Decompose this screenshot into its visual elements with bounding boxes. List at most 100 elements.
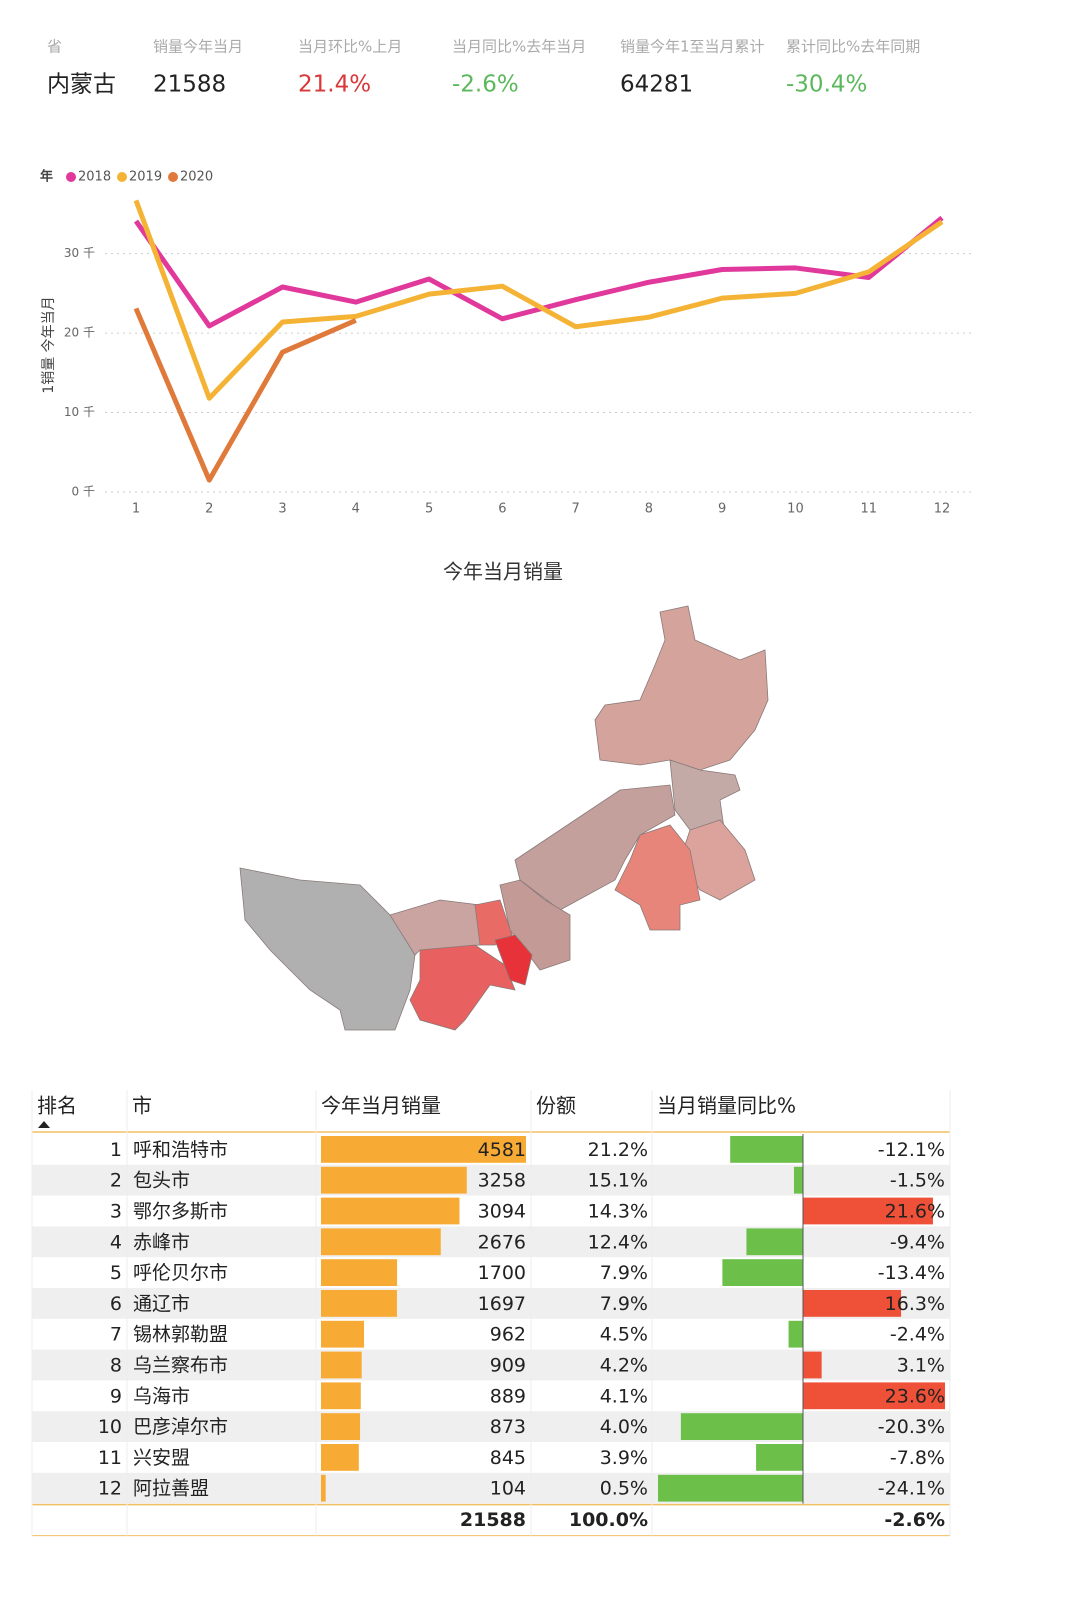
kpi-value: 21588 — [153, 72, 226, 98]
series-line — [133, 307, 357, 483]
legend-swatch — [117, 172, 127, 182]
yoy: -9.4% — [890, 1231, 945, 1253]
city: 兴安盟 — [133, 1447, 190, 1469]
series-line — [133, 215, 944, 329]
yoy-bar — [803, 1197, 933, 1225]
legend-label: 2019 — [129, 170, 162, 185]
share: 7.9% — [600, 1293, 648, 1315]
yoy-bar — [756, 1444, 803, 1471]
sales-bar — [321, 1413, 361, 1440]
city: 通辽市 — [133, 1293, 190, 1315]
x-tick-label: 5 — [425, 502, 433, 517]
map-title: 今年当月销量 — [443, 560, 563, 584]
kpi-value: 内蒙古 — [47, 72, 116, 98]
kpi-value: 21.4% — [298, 72, 371, 98]
yoy-bar — [658, 1474, 803, 1502]
kpi-value: -2.6% — [452, 72, 519, 98]
table-header: 当月销量同比% — [657, 1094, 796, 1118]
x-tick-label: 8 — [645, 502, 653, 517]
map — [239, 605, 769, 1031]
sales: 2676 — [478, 1231, 526, 1253]
yoy: -24.1% — [878, 1478, 945, 1500]
legend-label: 2020 — [180, 170, 213, 185]
kpi-label: 当月同比%去年当月 — [452, 38, 586, 56]
yoy-bar — [722, 1259, 803, 1286]
y-tick-label: 30 千 — [64, 246, 95, 260]
city: 赤峰市 — [133, 1231, 190, 1253]
total: -2.6% — [884, 1509, 945, 1531]
table-header: 排名 — [37, 1094, 77, 1118]
yoy: -1.5% — [890, 1170, 945, 1192]
share: 4.5% — [600, 1324, 648, 1346]
sales: 4581 — [478, 1139, 526, 1161]
region — [669, 759, 741, 836]
yoy-bar — [803, 1351, 822, 1379]
sales: 845 — [490, 1447, 526, 1469]
share: 14.3% — [588, 1201, 648, 1223]
rank: 8 — [110, 1355, 122, 1377]
city: 巴彦淖尔市 — [133, 1416, 228, 1438]
share: 0.5% — [600, 1478, 648, 1500]
city: 呼伦贝尔市 — [133, 1262, 228, 1284]
kpi-label: 当月环比%上月 — [298, 38, 402, 56]
share: 12.4% — [588, 1231, 648, 1253]
sales: 909 — [490, 1355, 526, 1377]
sales: 1697 — [478, 1293, 526, 1315]
x-tick-label: 3 — [278, 502, 286, 517]
share: 3.9% — [600, 1447, 648, 1469]
city: 阿拉善盟 — [133, 1478, 209, 1500]
yoy-bar — [680, 1413, 803, 1440]
share: 15.1% — [588, 1170, 648, 1192]
kpi-value: 64281 — [620, 72, 693, 98]
rank: 7 — [110, 1324, 122, 1346]
yoy-bar — [746, 1228, 803, 1256]
rank: 9 — [110, 1385, 122, 1407]
city: 乌兰察布市 — [133, 1355, 228, 1377]
sales: 1700 — [478, 1262, 526, 1284]
sales-bar — [321, 1382, 361, 1410]
rank: 6 — [110, 1293, 122, 1315]
yoy-bar — [788, 1320, 803, 1348]
rank: 5 — [110, 1262, 122, 1284]
table-header: 市 — [132, 1094, 152, 1118]
rank: 4 — [110, 1231, 122, 1253]
sort-arrow[interactable] — [38, 1121, 50, 1128]
y-axis-label: 1销量 今年当月 — [41, 296, 57, 393]
kpi-label: 累计同比%去年同期 — [786, 38, 920, 56]
x-tick-label: 4 — [352, 502, 360, 517]
yoy-bar — [793, 1166, 803, 1194]
legend-label: 2018 — [78, 170, 111, 185]
region — [514, 784, 676, 911]
y-tick-label: 0 千 — [72, 485, 95, 499]
sales: 889 — [490, 1385, 526, 1407]
legend-swatch — [168, 172, 178, 182]
sales-bar — [321, 1351, 362, 1379]
sales: 962 — [490, 1324, 526, 1346]
city: 包头市 — [133, 1170, 190, 1192]
table-header: 今年当月销量 — [321, 1094, 441, 1118]
yoy: 23.6% — [885, 1385, 945, 1407]
rank: 12 — [98, 1478, 122, 1500]
x-tick-label: 10 — [787, 502, 804, 517]
yoy: -12.1% — [878, 1139, 945, 1161]
rank: 10 — [98, 1416, 122, 1438]
region — [239, 867, 416, 1031]
total: 100.0% — [569, 1509, 648, 1531]
city: 鄂尔多斯市 — [133, 1201, 228, 1223]
region — [494, 934, 533, 986]
sales-bar — [321, 1166, 467, 1194]
yoy: 21.6% — [885, 1201, 945, 1223]
y-tick-label: 10 千 — [64, 405, 95, 419]
city: 锡林郭勒盟 — [133, 1324, 228, 1346]
sales-bar — [321, 1228, 441, 1256]
share: 21.2% — [588, 1139, 648, 1161]
rank: 3 — [110, 1201, 122, 1223]
sales-bar — [321, 1136, 526, 1163]
yoy-bar — [730, 1136, 803, 1163]
x-tick-label: 9 — [718, 502, 726, 517]
kpi-label: 销量今年当月 — [153, 38, 243, 56]
row-band — [32, 1349, 950, 1381]
x-tick-label: 2 — [205, 502, 213, 517]
share: 4.1% — [600, 1385, 648, 1407]
